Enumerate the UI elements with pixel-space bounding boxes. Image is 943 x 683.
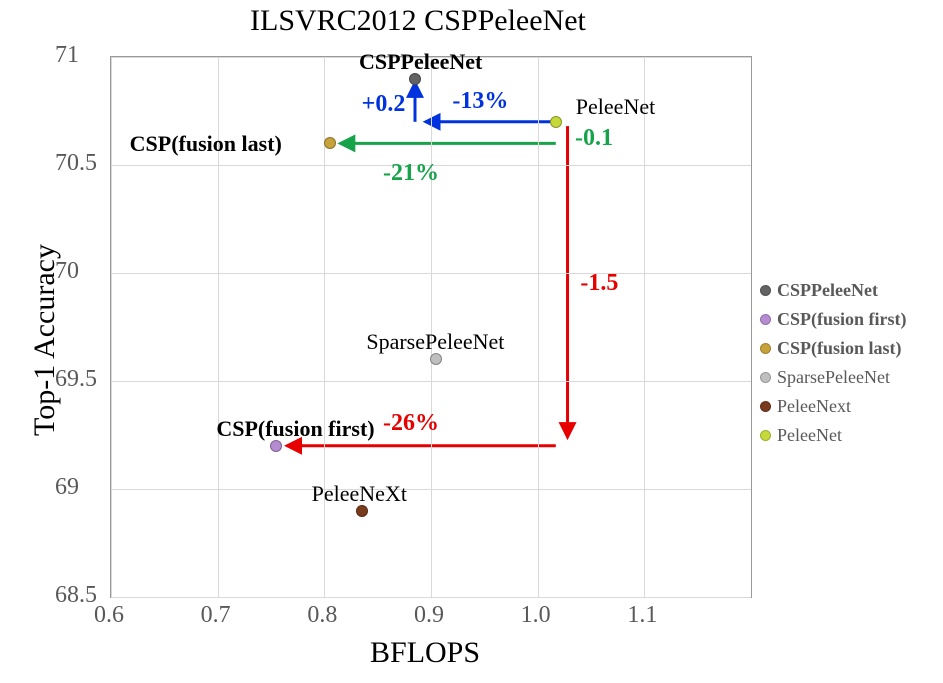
annotation-text: -1.5: [580, 270, 618, 297]
gridline-horizontal: [111, 273, 751, 274]
gridline-horizontal: [111, 597, 751, 598]
legend-label: CSP(fusion last): [777, 338, 902, 359]
annotation-text: +0.2: [362, 91, 406, 118]
legend-marker-icon: [760, 401, 771, 412]
x-tick-label: 0.8: [307, 602, 337, 629]
chart-title: ILSVRC2012 CSPPeleeNet: [250, 4, 586, 38]
legend-marker-icon: [760, 314, 771, 325]
x-tick-label: 1.0: [521, 602, 551, 629]
data-point-label: SparsePeleeNet: [366, 329, 504, 355]
legend-item: CSPPeleeNet: [760, 280, 907, 301]
data-point: [550, 116, 562, 128]
gridline-vertical: [644, 57, 645, 597]
legend-label: CSPPeleeNet: [777, 280, 878, 301]
gridline-vertical: [111, 57, 112, 597]
y-tick-label: 70: [55, 258, 79, 285]
legend-item: CSP(fusion last): [760, 338, 907, 359]
data-point-label: PeleeNeXt: [312, 481, 407, 507]
x-tick-label: 0.6: [94, 602, 124, 629]
chart-container: ILSVRC2012 CSPPeleeNet CSPPeleeNet CSP(fu…: [0, 0, 943, 683]
plot-area: CSPPeleeNetCSP(fusion first)CSP(fusion l…: [110, 56, 752, 598]
y-tick-label: 69.5: [55, 366, 97, 393]
annotation-text: -13%: [452, 88, 508, 115]
y-tick-label: 69: [55, 474, 79, 501]
legend-label: CSP(fusion first): [777, 309, 907, 330]
data-point-label: PeleeNet: [576, 94, 655, 120]
annotation-text: -26%: [383, 410, 439, 437]
legend-item: PeleeNet: [760, 425, 907, 446]
y-tick-label: 68.5: [55, 582, 97, 609]
data-point-label: CSP(fusion first): [216, 416, 374, 442]
legend-item: CSP(fusion first): [760, 309, 907, 330]
x-axis-label: BFLOPS: [370, 636, 480, 670]
x-tick-label: 1.1: [627, 602, 657, 629]
legend-item: PeleeNext: [760, 396, 907, 417]
y-tick-label: 70.5: [55, 150, 97, 177]
gridline-horizontal: [111, 489, 751, 490]
legend-label: PeleeNet: [777, 425, 842, 446]
x-tick-label: 0.7: [201, 602, 231, 629]
data-point-label: CSPPeleeNet: [359, 49, 482, 75]
gridline-horizontal: [111, 381, 751, 382]
data-point-label: CSP(fusion last): [130, 131, 282, 157]
legend-item: SparsePeleeNet: [760, 367, 907, 388]
y-tick-label: 71: [55, 42, 79, 69]
legend: CSPPeleeNet CSP(fusion first) CSP(fusion l…: [760, 280, 907, 454]
gridline-vertical: [431, 57, 432, 597]
x-tick-label: 0.9: [414, 602, 444, 629]
legend-marker-icon: [760, 430, 771, 441]
legend-marker-icon: [760, 285, 771, 296]
annotation-text: -21%: [383, 160, 439, 187]
legend-marker-icon: [760, 372, 771, 383]
gridline-vertical: [538, 57, 539, 597]
legend-label: PeleeNext: [777, 396, 851, 417]
legend-label: SparsePeleeNet: [777, 367, 890, 388]
annotation-text: -0.1: [575, 125, 613, 152]
data-point: [324, 137, 336, 149]
legend-marker-icon: [760, 343, 771, 354]
